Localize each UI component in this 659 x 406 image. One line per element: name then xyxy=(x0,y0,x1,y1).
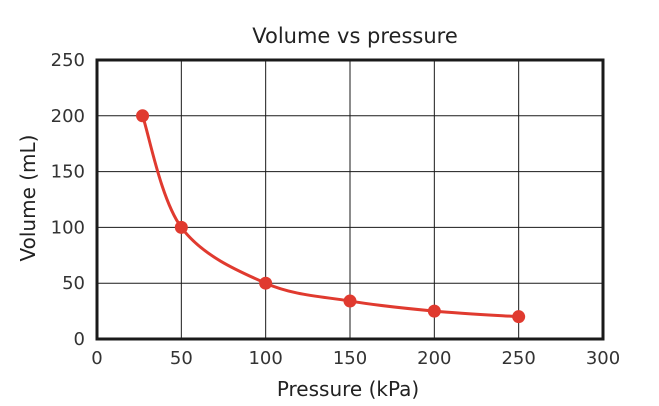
data-point-27 xyxy=(136,109,150,123)
y-tick-label: 100 xyxy=(51,217,85,238)
y-tick-label: 250 xyxy=(51,50,85,71)
x-tick-label: 250 xyxy=(501,348,535,369)
data-point-150 xyxy=(343,294,357,308)
y-axis-label: Volume (mL) xyxy=(16,135,40,262)
data-points xyxy=(136,109,526,324)
y-tick-label: 200 xyxy=(51,106,85,127)
y-tick-label: 50 xyxy=(62,273,85,294)
data-point-200 xyxy=(427,304,441,318)
x-axis-ticks: 0 50 100 150 200 250 300 xyxy=(91,348,620,369)
data-point-100 xyxy=(259,276,273,290)
y-axis-ticks: 0 50 100 150 200 250 xyxy=(51,50,85,350)
x-tick-label: 200 xyxy=(417,348,451,369)
x-tick-label: 50 xyxy=(170,348,193,369)
y-tick-label: 150 xyxy=(51,162,85,183)
series-line xyxy=(141,115,519,319)
x-tick-label: 0 xyxy=(91,348,102,369)
x-axis-label: Pressure (kPa) xyxy=(277,377,419,401)
x-tick-label: 300 xyxy=(586,348,620,369)
x-tick-label: 150 xyxy=(333,348,367,369)
y-tick-label: 0 xyxy=(74,329,85,350)
plot-frame xyxy=(95,58,605,341)
x-tick-label: 100 xyxy=(248,348,282,369)
data-point-250 xyxy=(512,310,526,324)
data-point-50 xyxy=(174,220,188,234)
chart-title: Volume vs pressure xyxy=(252,24,458,48)
